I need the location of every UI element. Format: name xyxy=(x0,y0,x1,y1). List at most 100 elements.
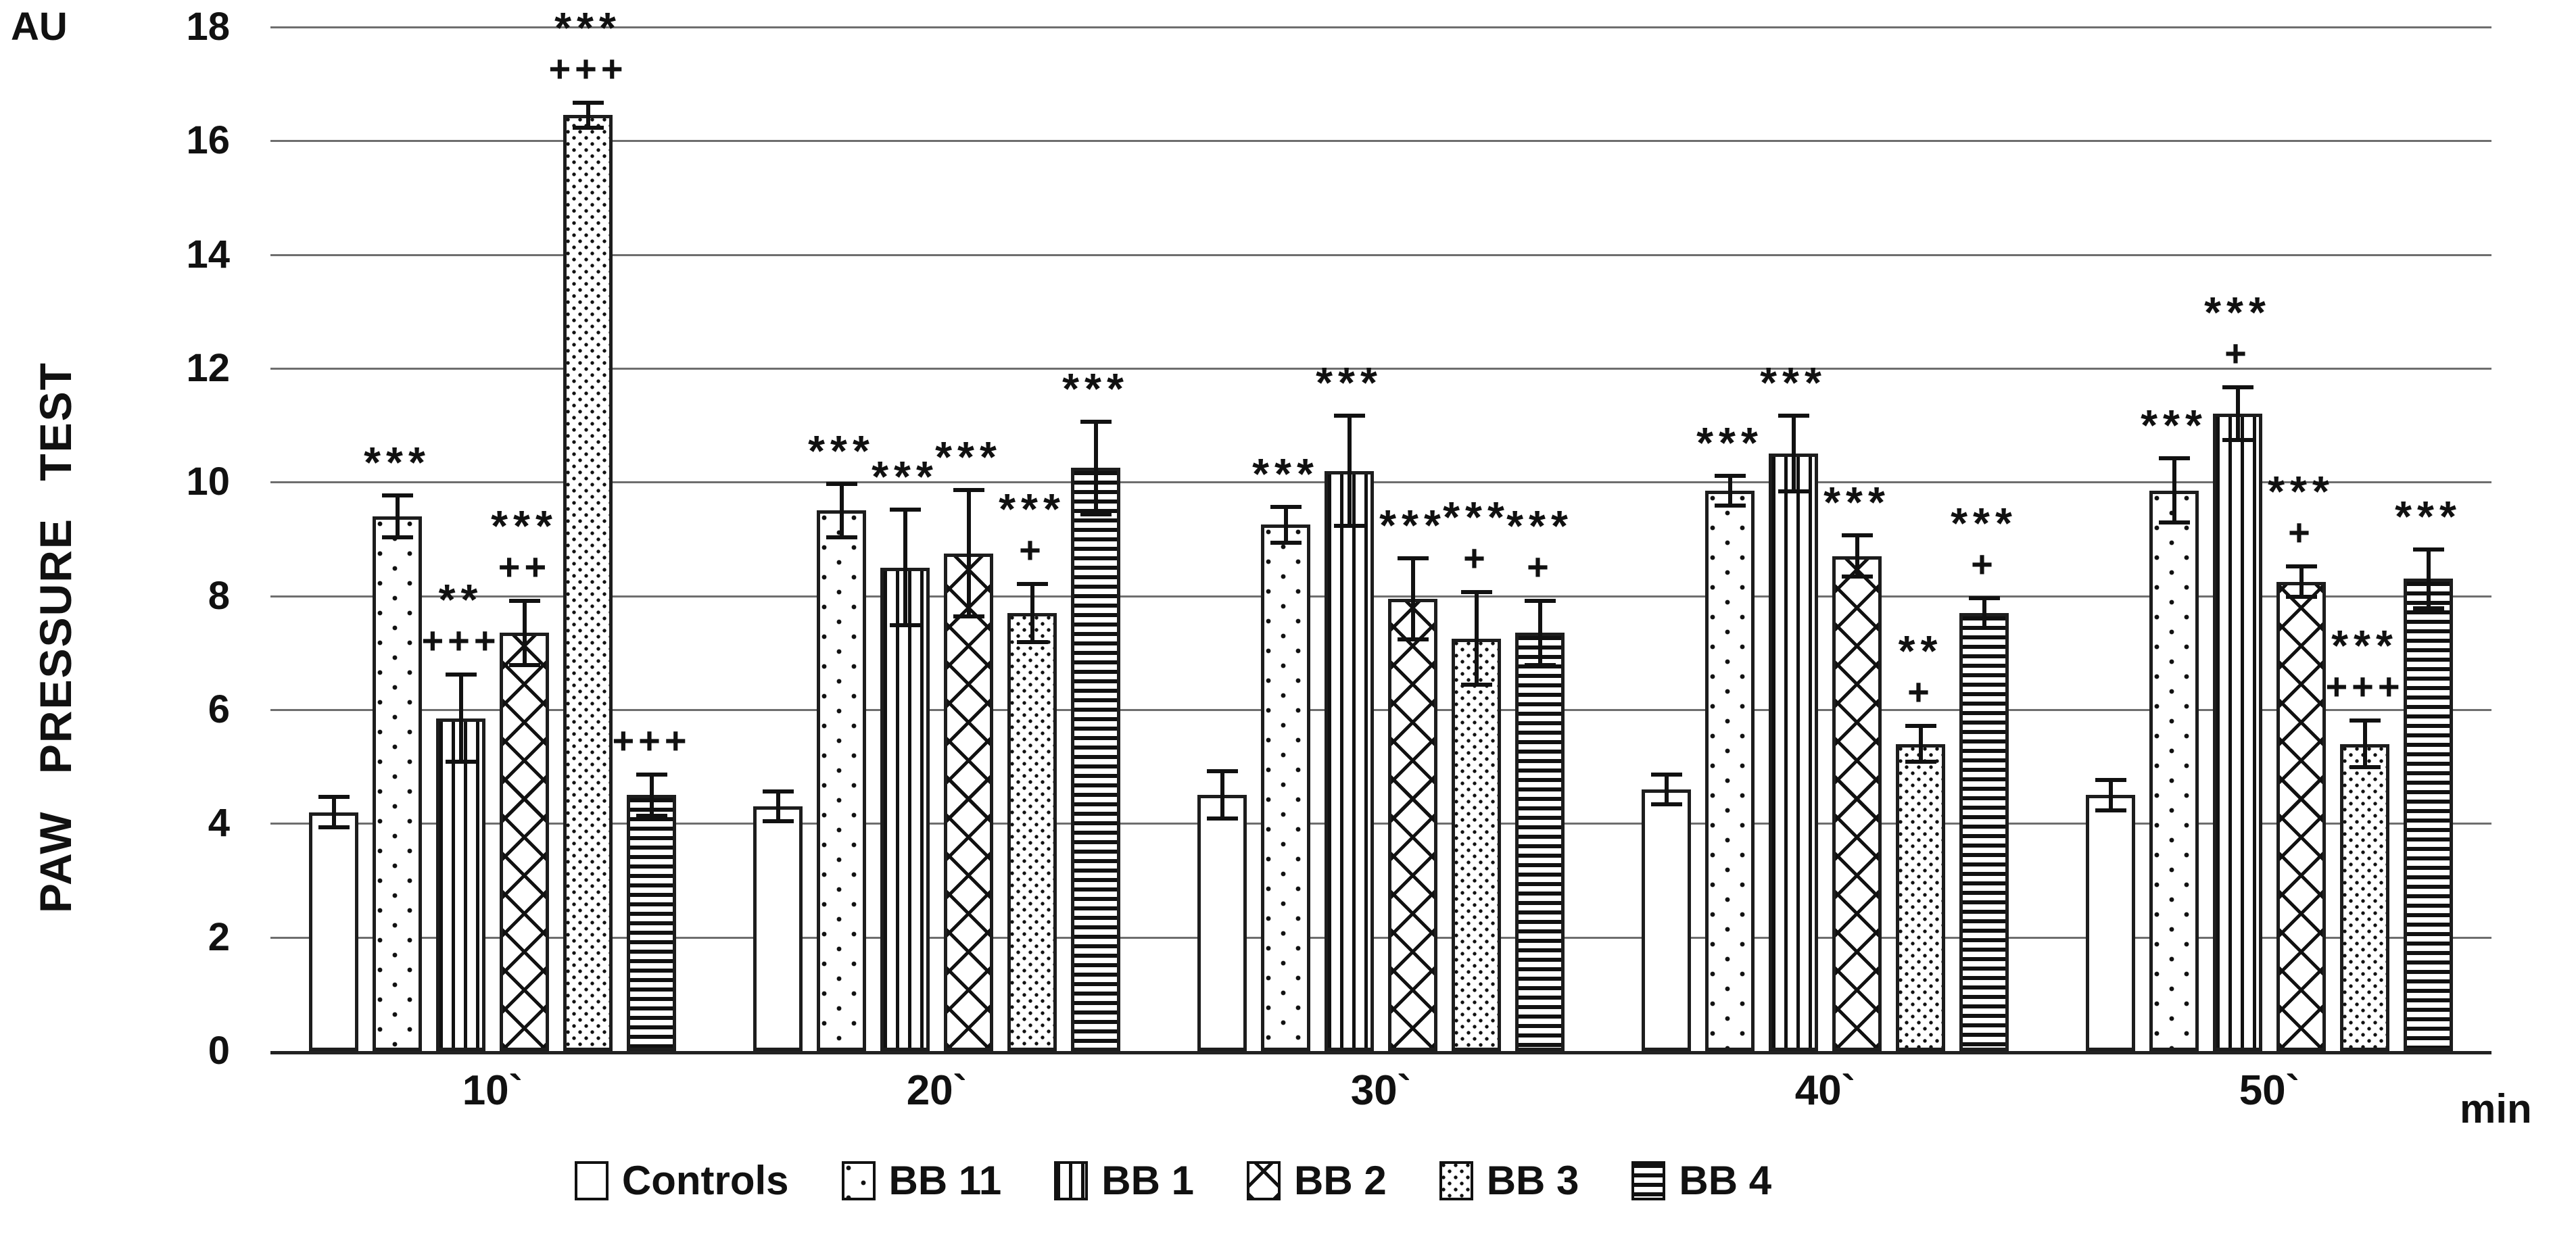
bar-cell: *** xyxy=(1696,27,1758,1051)
significance-annotation: *** xyxy=(1379,504,1446,547)
gridline-y-18 xyxy=(270,26,2491,28)
significance-annotation: *** + xyxy=(1443,495,1510,579)
error-bar-top-cap xyxy=(1841,533,1873,538)
error-bar-bottom-cap xyxy=(1841,575,1873,579)
error-bar-top-cap xyxy=(2222,385,2253,390)
group-40: *** *** *** ** + *** + xyxy=(1603,27,2047,1051)
bar-bb-2-20 xyxy=(944,553,993,1051)
sparse-dots-swatch-icon xyxy=(841,1161,876,1200)
error-bar-stem xyxy=(2362,718,2367,770)
error-bar-bottom-cap xyxy=(1968,626,2000,631)
stars-annotation: *** xyxy=(1823,478,1890,527)
gridline-y-12 xyxy=(270,368,2491,370)
stars-annotation: ** xyxy=(438,575,483,625)
legend-label: BB 2 xyxy=(1294,1158,1387,1203)
error-bar-top-cap xyxy=(381,493,413,498)
bar-bb-4-10 xyxy=(627,795,676,1051)
x-axis-unit-label: min xyxy=(2460,1086,2532,1131)
error-bar-top-cap xyxy=(1905,724,1936,729)
significance-annotation: *** xyxy=(872,455,938,498)
legend-item-controls: Controls xyxy=(574,1157,789,1204)
significance-annotation: *** + xyxy=(999,484,1066,571)
error-bar-top-cap xyxy=(889,508,921,512)
stars-annotation: *** xyxy=(491,501,558,550)
stars-annotation: *** xyxy=(2204,288,2271,337)
gridline-y-4 xyxy=(270,823,2491,825)
bar-cell: *** xyxy=(2395,27,2456,1051)
error-bar-bottom-cap xyxy=(572,125,604,130)
significance-annotation: *** xyxy=(808,426,875,476)
gridline-y-14 xyxy=(270,253,2491,256)
dense-dots-swatch-icon xyxy=(1439,1161,1473,1200)
bar-cell: *** xyxy=(1379,27,1441,1051)
bar-bb-1-50 xyxy=(2213,414,2262,1051)
legend-item-bb-2: BB 2 xyxy=(1247,1157,1387,1204)
error-bar-bottom-cap xyxy=(2222,438,2253,443)
error-bar-bottom-cap xyxy=(1397,637,1429,641)
bar-cell: *** + xyxy=(1506,27,1568,1051)
gridline-y-2 xyxy=(270,936,2491,939)
error-bar-bottom-cap xyxy=(2412,606,2444,610)
significance-annotation: *** xyxy=(2395,492,2462,541)
significance-annotation: ** + xyxy=(1899,629,1943,714)
bar-bb-1-30 xyxy=(1325,470,1374,1051)
bar-cell: *** + xyxy=(999,27,1060,1051)
bar-cell xyxy=(1197,27,1247,1051)
bar-bb-3-40 xyxy=(1896,743,1945,1051)
stars-annotation: *** xyxy=(808,426,875,476)
plus-annotation: +++ xyxy=(548,47,627,91)
error-bar-bottom-cap xyxy=(1333,523,1365,528)
bar-cell: *** + xyxy=(1443,27,1504,1051)
significance-annotation: *** xyxy=(364,438,431,487)
stars-annotation: *** xyxy=(364,438,431,487)
stars-annotation: *** xyxy=(1316,358,1383,408)
plus-annotation: + xyxy=(1907,670,1934,714)
stars-annotation: *** xyxy=(999,484,1066,533)
stars-annotation: *** xyxy=(935,432,1002,481)
gridline-y-6 xyxy=(270,709,2491,711)
bar-bb-3-30 xyxy=(1452,638,1501,1051)
error-bar-stem xyxy=(331,795,336,829)
diagonal-crosshatch-swatch-icon xyxy=(1247,1161,1281,1200)
bar-cell: *** xyxy=(1823,27,1885,1051)
bar-bb-11-50 xyxy=(2149,490,2199,1051)
y-axis-tick-labels: 18 16 14 12 10 8 6 4 2 0 xyxy=(108,0,230,1245)
error-bar-bottom-cap xyxy=(1460,683,1492,687)
bar-cell: ** + xyxy=(1896,27,1945,1051)
error-bar-bottom-cap xyxy=(1016,640,1048,645)
bar-bb-4-40 xyxy=(1959,612,2009,1051)
bar-bb-3-10 xyxy=(563,115,613,1051)
stars-annotation: *** xyxy=(1062,364,1129,413)
error-bar-stem xyxy=(1918,724,1923,764)
error-bar-bottom-cap xyxy=(318,825,350,829)
error-bar-stem xyxy=(2426,547,2431,610)
error-bar-stem xyxy=(1855,533,1859,579)
plus-annotation: +++ xyxy=(612,718,691,762)
horizontal-stripes-swatch-icon xyxy=(1631,1161,1666,1200)
error-bar-stem xyxy=(839,482,844,539)
bar-cell: *** ++ xyxy=(491,27,552,1051)
bar-cell xyxy=(1642,27,1691,1051)
significance-annotation: *** xyxy=(1062,364,1129,413)
y-tick-label-0: 0 xyxy=(208,1029,230,1073)
error-bar-top-cap xyxy=(636,772,667,777)
stars-annotation: *** xyxy=(1696,418,1763,467)
vertical-stripes-swatch-icon xyxy=(1054,1161,1089,1200)
bar-bb-11-30 xyxy=(1261,524,1310,1051)
bar-cell: *** xyxy=(1062,27,1124,1051)
bar-bb-2-40 xyxy=(1832,556,1882,1051)
bar-bb-2-30 xyxy=(1388,598,1437,1051)
bar-cell: *** xyxy=(872,27,933,1051)
error-bar-bottom-cap xyxy=(2095,808,2126,812)
error-bar-top-cap xyxy=(1397,556,1429,560)
bar-cell: +++ xyxy=(612,27,687,1051)
error-bar-stem xyxy=(2235,385,2240,443)
significance-annotation: *** xyxy=(1760,361,1827,404)
stars-annotation: *** xyxy=(2395,492,2462,541)
error-bar-bottom-cap xyxy=(1270,540,1302,545)
error-bar-stem xyxy=(2299,564,2304,599)
bar-cell: *** + xyxy=(2204,27,2266,1051)
error-bar-bottom-cap xyxy=(762,819,794,824)
stars-annotation: *** xyxy=(1951,498,2018,547)
error-bar-top-cap xyxy=(1650,772,1682,777)
